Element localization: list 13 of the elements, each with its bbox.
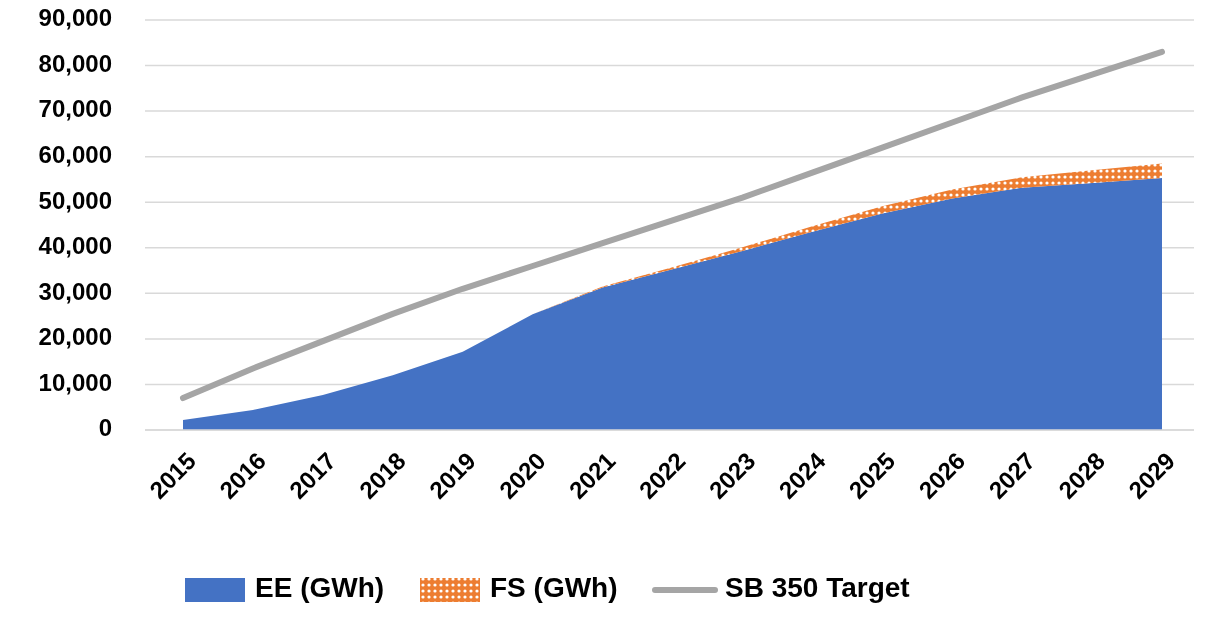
y-tick-label: 20,000 xyxy=(38,323,112,351)
legend-label: EE (GWh) xyxy=(255,572,385,604)
y-tick-label: 60,000 xyxy=(38,141,112,169)
y-tick-label: 50,000 xyxy=(38,186,112,214)
y-tick-label: 10,000 xyxy=(38,368,112,396)
y-tick-label: 30,000 xyxy=(38,277,112,305)
legend-label: FS (GWh) xyxy=(490,572,618,604)
y-tick-label: 90,000 xyxy=(38,4,112,32)
y-tick-label: 70,000 xyxy=(38,95,112,123)
y-tick-label: 80,000 xyxy=(38,49,112,77)
legend-label: SB 350 Target xyxy=(725,572,910,604)
y-tick-label: 0 xyxy=(98,414,112,442)
y-tick-label: 40,000 xyxy=(38,232,112,260)
